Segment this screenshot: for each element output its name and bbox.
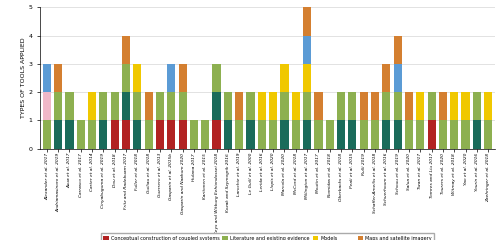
Bar — [134, 92, 141, 120]
Bar — [280, 92, 288, 120]
Bar — [326, 120, 334, 149]
Bar — [212, 120, 220, 149]
Bar — [122, 120, 130, 149]
Bar — [110, 120, 119, 149]
Bar — [76, 120, 85, 149]
Bar — [167, 120, 175, 149]
Bar — [54, 92, 62, 120]
Bar — [394, 64, 402, 92]
Bar — [224, 120, 232, 149]
Bar — [224, 92, 232, 120]
Bar — [405, 92, 413, 120]
Bar — [134, 120, 141, 149]
Bar — [462, 120, 469, 149]
Bar — [360, 92, 368, 120]
Bar — [360, 120, 368, 149]
Bar — [42, 92, 51, 120]
Bar — [246, 92, 254, 120]
Bar — [303, 7, 311, 36]
Bar — [416, 92, 424, 120]
Bar — [450, 92, 458, 120]
Bar — [371, 92, 379, 120]
Bar — [439, 120, 447, 149]
Bar — [258, 92, 266, 120]
Bar — [178, 64, 186, 92]
Bar — [473, 92, 481, 120]
Bar — [314, 120, 322, 149]
Bar — [303, 36, 311, 64]
Bar — [269, 120, 277, 149]
Bar — [66, 92, 74, 120]
Bar — [100, 92, 108, 120]
Bar — [156, 120, 164, 149]
Bar — [235, 92, 244, 120]
Bar — [246, 120, 254, 149]
Bar — [303, 64, 311, 92]
Bar — [144, 92, 152, 120]
Bar — [303, 92, 311, 120]
Bar — [337, 120, 345, 149]
Bar — [292, 120, 300, 149]
Bar — [462, 92, 469, 120]
Bar — [110, 92, 119, 120]
Bar — [382, 120, 390, 149]
Bar — [382, 64, 390, 92]
Bar — [484, 92, 492, 120]
Bar — [167, 64, 175, 92]
Bar — [269, 92, 277, 120]
Bar — [382, 92, 390, 120]
Bar — [42, 64, 51, 92]
Bar — [394, 92, 402, 120]
Bar — [122, 64, 130, 92]
Bar — [167, 92, 175, 120]
Bar — [416, 120, 424, 149]
Bar — [156, 92, 164, 120]
Bar — [144, 120, 152, 149]
Bar — [54, 120, 62, 149]
Bar — [134, 64, 141, 92]
Bar — [88, 92, 96, 120]
Bar — [235, 120, 244, 149]
Bar — [292, 92, 300, 120]
Bar — [212, 64, 220, 92]
Bar — [405, 120, 413, 149]
Bar — [371, 120, 379, 149]
Bar — [280, 120, 288, 149]
Bar — [428, 92, 436, 120]
Bar — [303, 120, 311, 149]
Bar — [122, 92, 130, 120]
Bar — [348, 92, 356, 120]
Bar — [337, 92, 345, 120]
Bar — [484, 120, 492, 149]
Bar — [348, 120, 356, 149]
Bar — [201, 120, 209, 149]
Bar — [178, 120, 186, 149]
Bar — [394, 36, 402, 64]
Bar — [314, 92, 322, 120]
Bar — [122, 36, 130, 64]
Bar — [88, 120, 96, 149]
Y-axis label: TYPES OF TOOLS APPLIED: TYPES OF TOOLS APPLIED — [20, 38, 25, 118]
Bar — [428, 120, 436, 149]
Bar — [439, 92, 447, 120]
Bar — [394, 120, 402, 149]
Bar — [258, 120, 266, 149]
Bar — [450, 120, 458, 149]
Bar — [473, 120, 481, 149]
Bar — [178, 92, 186, 120]
Bar — [212, 92, 220, 120]
Bar — [54, 64, 62, 92]
Bar — [42, 120, 51, 149]
Bar — [66, 120, 74, 149]
Legend: Conceptual construction of coupled systems, Quantitative measurements or estimat: Conceptual construction of coupled syste… — [100, 233, 434, 240]
Bar — [190, 120, 198, 149]
Bar — [280, 64, 288, 92]
Bar — [100, 120, 108, 149]
